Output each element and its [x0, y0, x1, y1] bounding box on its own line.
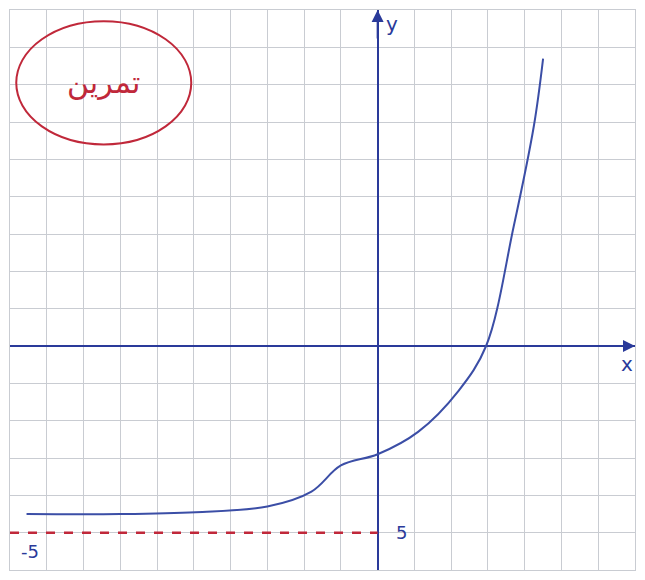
svg-text:تمرین: تمرین — [67, 65, 140, 100]
svg-text:5: 5 — [396, 522, 407, 543]
svg-text:x: x — [621, 352, 633, 376]
svg-text:y: y — [386, 12, 398, 36]
svg-text:-5: -5 — [21, 541, 39, 562]
